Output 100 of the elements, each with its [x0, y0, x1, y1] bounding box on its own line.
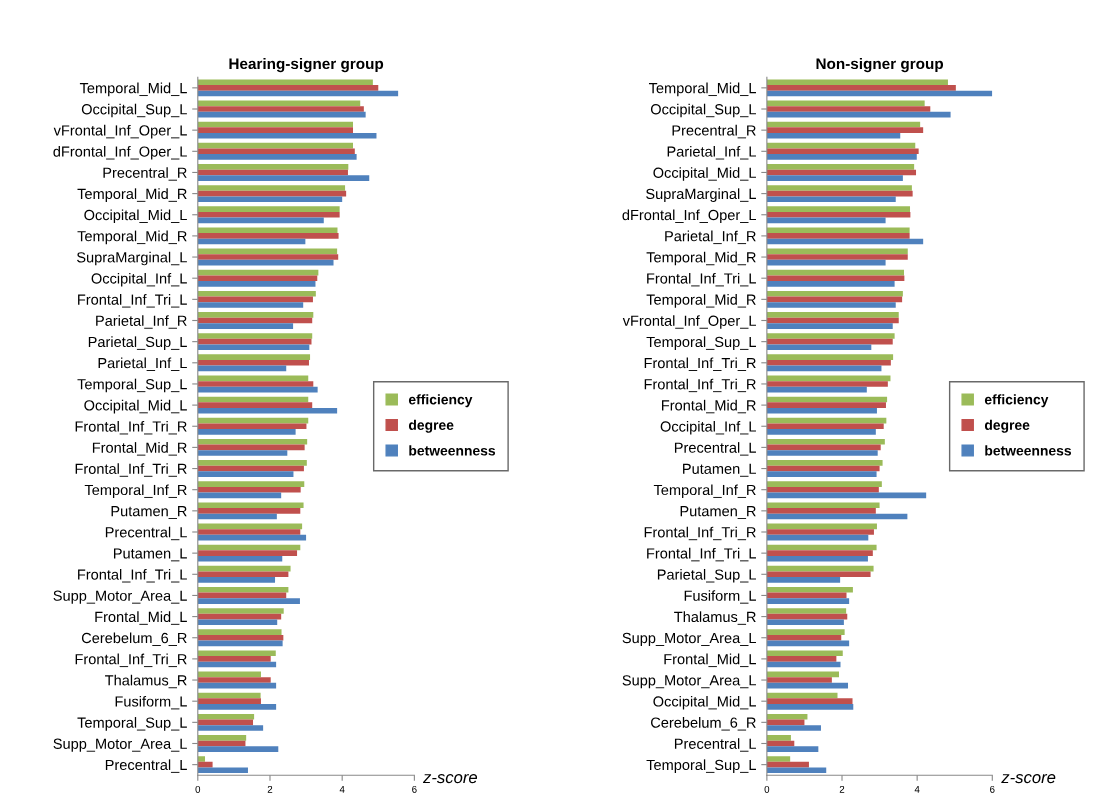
y-tick-label: Precentral_R — [672, 124, 756, 139]
y-tick-label: Precentral_R — [103, 167, 187, 181]
y-tick-label: Putamen_L — [113, 548, 187, 562]
bar — [197, 233, 339, 239]
bar — [197, 127, 354, 133]
y-tick-label: Temporal_Mid_R — [646, 251, 756, 266]
bar — [197, 746, 279, 752]
y-tick-label: Frontal_Mid_R — [662, 399, 756, 414]
bar — [766, 677, 832, 683]
bar — [766, 185, 912, 191]
y-tick-label: Occipital_Inf_L — [91, 272, 187, 287]
bar — [197, 756, 206, 762]
bar — [766, 375, 891, 382]
bar — [766, 233, 910, 239]
bar — [766, 634, 842, 641]
y-tick-label: Frontal_Inf_Tri_R — [644, 378, 756, 393]
bar — [197, 423, 307, 430]
bar — [197, 629, 282, 635]
bar — [766, 713, 808, 720]
y-tick-label: Supp_Motor_Area_L — [622, 675, 756, 689]
bar — [197, 206, 340, 212]
y-tick-label: Frontal_Inf_Tri_L — [647, 272, 756, 287]
bar — [197, 402, 313, 408]
y-tick-label: Temporal_Mid_L — [648, 82, 756, 97]
bar — [766, 381, 888, 387]
bar — [766, 354, 894, 360]
bar — [766, 438, 885, 445]
y-tick-label: Occipital_Sup_L — [81, 103, 187, 118]
bar — [197, 312, 314, 318]
y-tick-label: Occipital_Inf_L — [660, 420, 756, 435]
y-tick-label: Frontal_Mid_L — [664, 653, 756, 668]
bar — [197, 656, 271, 662]
bar — [197, 85, 379, 91]
x-axis-title: z-score — [1001, 774, 1056, 784]
bar — [197, 344, 310, 351]
bar — [766, 206, 911, 212]
y-tick-label: dFrontal_Inf_Oper_L — [622, 209, 756, 224]
y-tick-label: dFrontal_Inf_Oper_L — [53, 146, 187, 160]
y-tick-label: Cerebelum_6_R — [651, 717, 756, 731]
bar — [766, 725, 821, 731]
y-tick-label: Thalamus_R — [674, 611, 756, 625]
bar — [766, 460, 883, 466]
bar — [197, 704, 277, 710]
y-tick-label: Temporal_Mid_L — [79, 82, 187, 97]
bar — [766, 154, 917, 160]
bar — [766, 359, 891, 366]
x-tick-label: 0 — [195, 785, 201, 793]
bar — [197, 577, 276, 583]
y-tick-label: Temporal_Sup_L — [77, 717, 187, 731]
bar — [766, 429, 876, 435]
bar — [197, 677, 271, 683]
bar — [197, 761, 213, 768]
bar — [197, 502, 304, 509]
y-tick-label: Frontal_Mid_L — [95, 611, 187, 625]
bar — [197, 163, 349, 170]
y-tick-label: vFrontal_Inf_Oper_L — [622, 315, 756, 329]
bar — [197, 359, 309, 366]
x-axis-title: z-score — [422, 774, 478, 784]
y-tick-label: Frontal_Mid_R — [92, 442, 187, 456]
bar — [766, 79, 948, 86]
y-tick-label: Temporal_Mid_R — [77, 188, 187, 202]
bar — [197, 290, 316, 297]
bar — [197, 619, 278, 626]
bar — [197, 154, 357, 160]
y-tick-label: Parietal_Inf_R — [665, 230, 756, 245]
x-tick-label: 0 — [764, 785, 770, 793]
y-tick-label: Putamen_R — [680, 506, 756, 520]
bar — [197, 481, 305, 487]
y-tick-label: Fusiform_L — [115, 695, 187, 710]
bar — [197, 608, 284, 614]
bar — [197, 460, 307, 466]
bar — [197, 259, 334, 266]
bar — [766, 471, 877, 478]
legend-label: betweenness — [409, 445, 496, 456]
chart-title: Hearing-signer group — [229, 57, 384, 73]
bar — [197, 634, 284, 641]
bar — [197, 586, 289, 593]
y-tick-label: Frontal_Inf_Tri_R — [75, 653, 187, 668]
y-tick-label: Temporal_Mid_R — [77, 230, 187, 245]
bar — [766, 275, 905, 282]
bar — [766, 196, 896, 203]
bar — [766, 175, 903, 181]
bar — [766, 486, 879, 493]
bar — [197, 132, 377, 139]
bar — [766, 704, 854, 710]
y-tick-label: Supp_Motor_Area_L — [53, 738, 187, 752]
bar — [197, 275, 318, 282]
bar — [766, 323, 893, 329]
y-tick-label: Precentral_L — [674, 442, 756, 456]
bar — [197, 713, 255, 720]
y-tick-label: SupraMarginal_L — [646, 188, 756, 202]
bar — [197, 281, 316, 287]
bar — [197, 375, 309, 382]
bar — [197, 323, 294, 329]
bar — [766, 259, 886, 266]
y-tick-label: Fusiform_L — [684, 590, 756, 604]
bar — [197, 429, 296, 435]
bar — [766, 529, 874, 535]
bar — [766, 608, 847, 614]
y-tick-label: Supp_Motor_Area_L — [622, 632, 756, 647]
